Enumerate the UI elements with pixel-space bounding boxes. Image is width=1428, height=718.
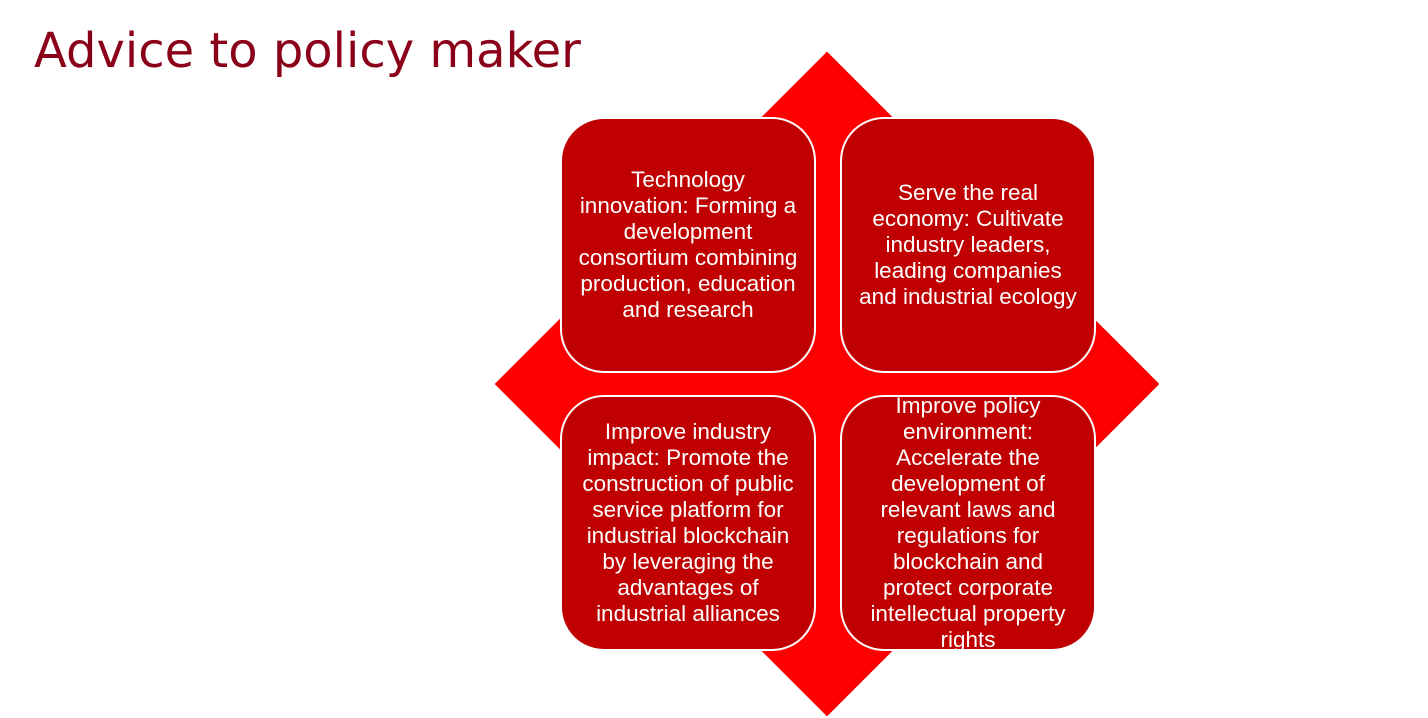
- card-text: Improve policy environment: Accelerate t…: [870, 393, 1066, 652]
- card-text: Serve the real economy: Cultivate indust…: [859, 180, 1077, 309]
- card-text: Technology innovation: Forming a develop…: [578, 167, 798, 322]
- card-technology-innovation: Technology innovation: Forming a develop…: [560, 117, 816, 373]
- card-text: Improve industry impact: Promote the con…: [582, 419, 794, 626]
- card-improve-policy-environment: Improve policy environment: Accelerate t…: [840, 393, 1096, 652]
- slide-title: Advice to policy maker: [34, 23, 581, 79]
- card-improve-industry-impact: Improve industry impact: Promote the con…: [560, 395, 816, 651]
- card-serve-real-economy: Serve the real economy: Cultivate indust…: [840, 117, 1096, 373]
